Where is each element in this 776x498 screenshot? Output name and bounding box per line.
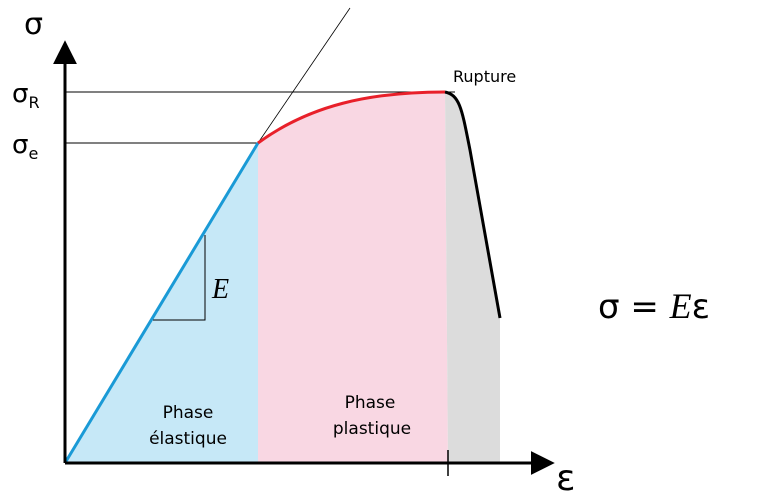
phase-label: Phase [345, 393, 396, 413]
plastic-region [258, 92, 448, 463]
rupture-curve [444, 90, 502, 319]
rupture-label: Rupture [453, 67, 516, 86]
phase-label: Phase [163, 403, 214, 423]
rupture-region [445, 92, 500, 463]
elastic-extension [257, 7, 351, 144]
slope-label: E [211, 274, 229, 305]
sigma-e-label: σe [12, 130, 38, 163]
elastic-curve [63, 142, 260, 464]
x-axis-label: ε [556, 458, 575, 498]
sigma-r-label: σR [12, 79, 40, 112]
phase-label: élastique [149, 429, 227, 449]
plastic-curve [257, 90, 446, 145]
y-axis-label: σ [24, 7, 43, 42]
slope-triangle [153, 235, 206, 321]
phase-label: plastique [333, 419, 411, 439]
formula: σ = Eε [598, 286, 710, 327]
